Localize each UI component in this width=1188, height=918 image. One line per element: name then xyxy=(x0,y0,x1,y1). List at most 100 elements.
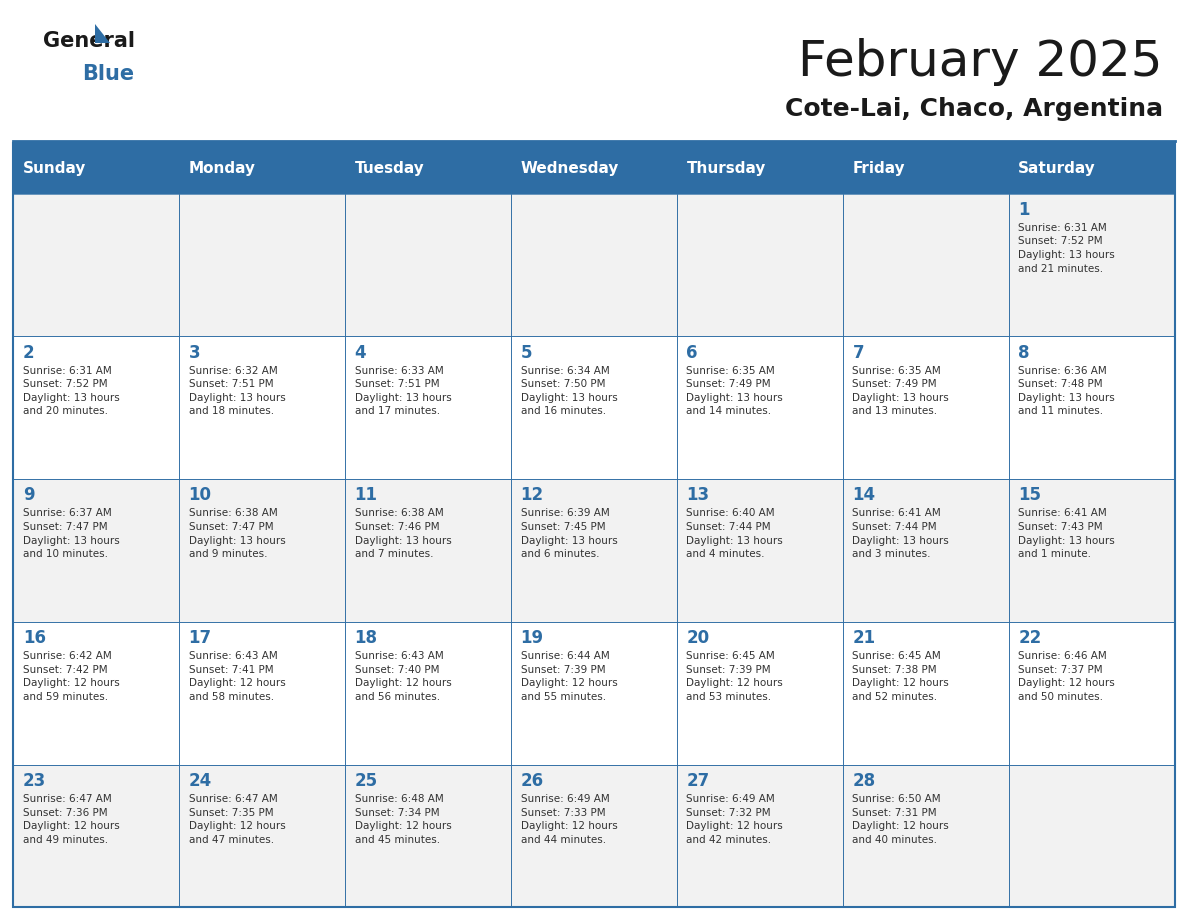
Text: Sunrise: 6:41 AM
Sunset: 7:44 PM
Daylight: 13 hours
and 3 minutes.: Sunrise: 6:41 AM Sunset: 7:44 PM Dayligh… xyxy=(852,509,949,559)
Text: Monday: Monday xyxy=(189,161,255,176)
Text: 24: 24 xyxy=(189,772,211,790)
FancyBboxPatch shape xyxy=(843,765,1009,908)
Text: 6: 6 xyxy=(687,343,697,362)
Text: Sunrise: 6:47 AM
Sunset: 7:36 PM
Daylight: 12 hours
and 49 minutes.: Sunrise: 6:47 AM Sunset: 7:36 PM Dayligh… xyxy=(23,794,120,845)
Text: Thursday: Thursday xyxy=(687,161,766,176)
Text: Sunrise: 6:35 AM
Sunset: 7:49 PM
Daylight: 13 hours
and 14 minutes.: Sunrise: 6:35 AM Sunset: 7:49 PM Dayligh… xyxy=(687,365,783,417)
Text: Saturday: Saturday xyxy=(1018,161,1097,176)
Text: Sunrise: 6:44 AM
Sunset: 7:39 PM
Daylight: 12 hours
and 55 minutes.: Sunrise: 6:44 AM Sunset: 7:39 PM Dayligh… xyxy=(520,651,618,702)
Text: 9: 9 xyxy=(23,487,34,505)
FancyBboxPatch shape xyxy=(13,479,179,621)
Text: 15: 15 xyxy=(1018,487,1042,505)
FancyBboxPatch shape xyxy=(511,143,677,194)
Text: 20: 20 xyxy=(687,629,709,647)
Polygon shape xyxy=(95,24,110,42)
Text: Sunrise: 6:31 AM
Sunset: 7:52 PM
Daylight: 13 hours
and 20 minutes.: Sunrise: 6:31 AM Sunset: 7:52 PM Dayligh… xyxy=(23,365,120,417)
Text: Sunrise: 6:42 AM
Sunset: 7:42 PM
Daylight: 12 hours
and 59 minutes.: Sunrise: 6:42 AM Sunset: 7:42 PM Dayligh… xyxy=(23,651,120,702)
Text: Sunrise: 6:45 AM
Sunset: 7:38 PM
Daylight: 12 hours
and 52 minutes.: Sunrise: 6:45 AM Sunset: 7:38 PM Dayligh… xyxy=(852,651,949,702)
FancyBboxPatch shape xyxy=(179,765,345,908)
Text: 21: 21 xyxy=(852,629,876,647)
FancyBboxPatch shape xyxy=(179,621,345,765)
FancyBboxPatch shape xyxy=(511,479,677,621)
FancyBboxPatch shape xyxy=(13,336,179,479)
FancyBboxPatch shape xyxy=(677,765,843,908)
Text: Sunrise: 6:50 AM
Sunset: 7:31 PM
Daylight: 12 hours
and 40 minutes.: Sunrise: 6:50 AM Sunset: 7:31 PM Dayligh… xyxy=(852,794,949,845)
Text: Sunrise: 6:48 AM
Sunset: 7:34 PM
Daylight: 12 hours
and 45 minutes.: Sunrise: 6:48 AM Sunset: 7:34 PM Dayligh… xyxy=(354,794,451,845)
FancyBboxPatch shape xyxy=(179,194,345,336)
Text: 2: 2 xyxy=(23,343,34,362)
FancyBboxPatch shape xyxy=(179,336,345,479)
FancyBboxPatch shape xyxy=(345,143,511,194)
FancyBboxPatch shape xyxy=(13,143,179,194)
Text: Sunrise: 6:43 AM
Sunset: 7:41 PM
Daylight: 12 hours
and 58 minutes.: Sunrise: 6:43 AM Sunset: 7:41 PM Dayligh… xyxy=(189,651,285,702)
FancyBboxPatch shape xyxy=(179,479,345,621)
FancyBboxPatch shape xyxy=(843,143,1009,194)
Text: 28: 28 xyxy=(852,772,876,790)
FancyBboxPatch shape xyxy=(345,194,511,336)
FancyBboxPatch shape xyxy=(1009,621,1175,765)
FancyBboxPatch shape xyxy=(345,336,511,479)
Text: Friday: Friday xyxy=(852,161,905,176)
Text: 8: 8 xyxy=(1018,343,1030,362)
Text: Sunrise: 6:39 AM
Sunset: 7:45 PM
Daylight: 13 hours
and 6 minutes.: Sunrise: 6:39 AM Sunset: 7:45 PM Dayligh… xyxy=(520,509,618,559)
Text: 12: 12 xyxy=(520,487,544,505)
Text: 17: 17 xyxy=(189,629,211,647)
Text: Sunday: Sunday xyxy=(23,161,86,176)
FancyBboxPatch shape xyxy=(1009,336,1175,479)
Text: 5: 5 xyxy=(520,343,532,362)
FancyBboxPatch shape xyxy=(677,621,843,765)
Text: 19: 19 xyxy=(520,629,544,647)
Text: Cote-Lai, Chaco, Argentina: Cote-Lai, Chaco, Argentina xyxy=(785,97,1163,121)
Text: Sunrise: 6:32 AM
Sunset: 7:51 PM
Daylight: 13 hours
and 18 minutes.: Sunrise: 6:32 AM Sunset: 7:51 PM Dayligh… xyxy=(189,365,285,417)
Text: 11: 11 xyxy=(354,487,378,505)
Text: 4: 4 xyxy=(354,343,366,362)
FancyBboxPatch shape xyxy=(511,194,677,336)
FancyBboxPatch shape xyxy=(179,143,345,194)
FancyBboxPatch shape xyxy=(1009,143,1175,194)
Text: 7: 7 xyxy=(852,343,864,362)
Text: 18: 18 xyxy=(354,629,378,647)
Text: 3: 3 xyxy=(189,343,201,362)
Text: 26: 26 xyxy=(520,772,544,790)
FancyBboxPatch shape xyxy=(511,621,677,765)
Text: Sunrise: 6:36 AM
Sunset: 7:48 PM
Daylight: 13 hours
and 11 minutes.: Sunrise: 6:36 AM Sunset: 7:48 PM Dayligh… xyxy=(1018,365,1116,417)
Text: Sunrise: 6:38 AM
Sunset: 7:46 PM
Daylight: 13 hours
and 7 minutes.: Sunrise: 6:38 AM Sunset: 7:46 PM Dayligh… xyxy=(354,509,451,559)
Text: Sunrise: 6:46 AM
Sunset: 7:37 PM
Daylight: 12 hours
and 50 minutes.: Sunrise: 6:46 AM Sunset: 7:37 PM Dayligh… xyxy=(1018,651,1116,702)
FancyBboxPatch shape xyxy=(843,479,1009,621)
FancyBboxPatch shape xyxy=(345,479,511,621)
FancyBboxPatch shape xyxy=(345,621,511,765)
Text: Sunrise: 6:34 AM
Sunset: 7:50 PM
Daylight: 13 hours
and 16 minutes.: Sunrise: 6:34 AM Sunset: 7:50 PM Dayligh… xyxy=(520,365,618,417)
Text: Sunrise: 6:31 AM
Sunset: 7:52 PM
Daylight: 13 hours
and 21 minutes.: Sunrise: 6:31 AM Sunset: 7:52 PM Dayligh… xyxy=(1018,223,1116,274)
Text: Sunrise: 6:40 AM
Sunset: 7:44 PM
Daylight: 13 hours
and 4 minutes.: Sunrise: 6:40 AM Sunset: 7:44 PM Dayligh… xyxy=(687,509,783,559)
FancyBboxPatch shape xyxy=(13,194,179,336)
FancyBboxPatch shape xyxy=(511,336,677,479)
Text: 22: 22 xyxy=(1018,629,1042,647)
Text: Sunrise: 6:45 AM
Sunset: 7:39 PM
Daylight: 12 hours
and 53 minutes.: Sunrise: 6:45 AM Sunset: 7:39 PM Dayligh… xyxy=(687,651,783,702)
FancyBboxPatch shape xyxy=(511,765,677,908)
Text: 14: 14 xyxy=(852,487,876,505)
Text: 25: 25 xyxy=(354,772,378,790)
Text: Sunrise: 6:49 AM
Sunset: 7:33 PM
Daylight: 12 hours
and 44 minutes.: Sunrise: 6:49 AM Sunset: 7:33 PM Dayligh… xyxy=(520,794,618,845)
Text: Sunrise: 6:35 AM
Sunset: 7:49 PM
Daylight: 13 hours
and 13 minutes.: Sunrise: 6:35 AM Sunset: 7:49 PM Dayligh… xyxy=(852,365,949,417)
Text: Sunrise: 6:49 AM
Sunset: 7:32 PM
Daylight: 12 hours
and 42 minutes.: Sunrise: 6:49 AM Sunset: 7:32 PM Dayligh… xyxy=(687,794,783,845)
Text: Sunrise: 6:37 AM
Sunset: 7:47 PM
Daylight: 13 hours
and 10 minutes.: Sunrise: 6:37 AM Sunset: 7:47 PM Dayligh… xyxy=(23,509,120,559)
FancyBboxPatch shape xyxy=(1009,194,1175,336)
Text: 1: 1 xyxy=(1018,201,1030,218)
FancyBboxPatch shape xyxy=(345,765,511,908)
Text: 16: 16 xyxy=(23,629,45,647)
FancyBboxPatch shape xyxy=(677,479,843,621)
FancyBboxPatch shape xyxy=(677,336,843,479)
Text: Sunrise: 6:47 AM
Sunset: 7:35 PM
Daylight: 12 hours
and 47 minutes.: Sunrise: 6:47 AM Sunset: 7:35 PM Dayligh… xyxy=(189,794,285,845)
FancyBboxPatch shape xyxy=(13,765,179,908)
FancyBboxPatch shape xyxy=(843,194,1009,336)
Text: 27: 27 xyxy=(687,772,709,790)
Text: Sunrise: 6:43 AM
Sunset: 7:40 PM
Daylight: 12 hours
and 56 minutes.: Sunrise: 6:43 AM Sunset: 7:40 PM Dayligh… xyxy=(354,651,451,702)
Text: Wednesday: Wednesday xyxy=(520,161,619,176)
Text: Sunrise: 6:33 AM
Sunset: 7:51 PM
Daylight: 13 hours
and 17 minutes.: Sunrise: 6:33 AM Sunset: 7:51 PM Dayligh… xyxy=(354,365,451,417)
FancyBboxPatch shape xyxy=(1009,479,1175,621)
Text: Sunrise: 6:41 AM
Sunset: 7:43 PM
Daylight: 13 hours
and 1 minute.: Sunrise: 6:41 AM Sunset: 7:43 PM Dayligh… xyxy=(1018,509,1116,559)
FancyBboxPatch shape xyxy=(843,336,1009,479)
Text: February 2025: February 2025 xyxy=(798,38,1163,86)
Text: Blue: Blue xyxy=(82,63,134,84)
Text: Tuesday: Tuesday xyxy=(354,161,424,176)
